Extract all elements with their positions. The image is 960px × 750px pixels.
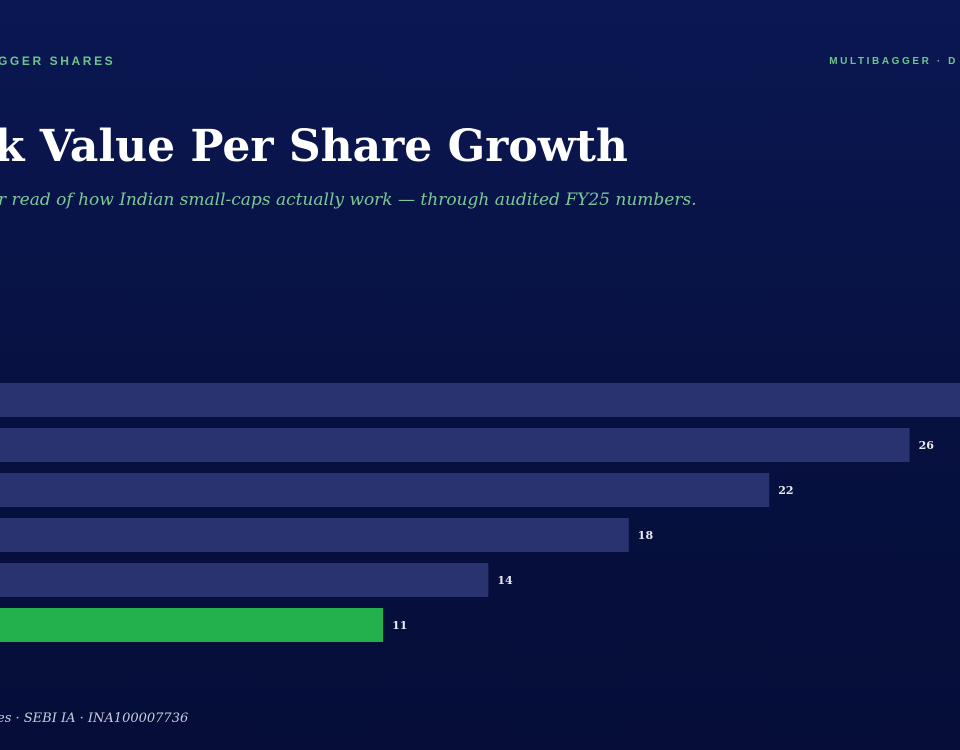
value-label: 11 — [392, 619, 407, 632]
value-label: 18 — [638, 529, 654, 542]
bar — [0, 563, 489, 597]
bar — [0, 473, 770, 507]
chart-subtitle: r read of how Indian small-caps actually… — [0, 190, 697, 210]
bar — [0, 518, 629, 552]
chart-title: k Value Per Share Growth — [0, 121, 628, 172]
header-left: GGER SHARES — [0, 54, 115, 68]
bar — [0, 608, 384, 642]
footer: es · SEBI IA · INA100007736 — [0, 711, 188, 726]
bar — [0, 383, 960, 417]
value-label: 22 — [778, 484, 793, 497]
bar — [0, 428, 910, 462]
value-label: 14 — [497, 574, 513, 587]
value-label: 26 — [919, 439, 935, 452]
header-right: MULTIBAGGER · D — [829, 56, 958, 67]
